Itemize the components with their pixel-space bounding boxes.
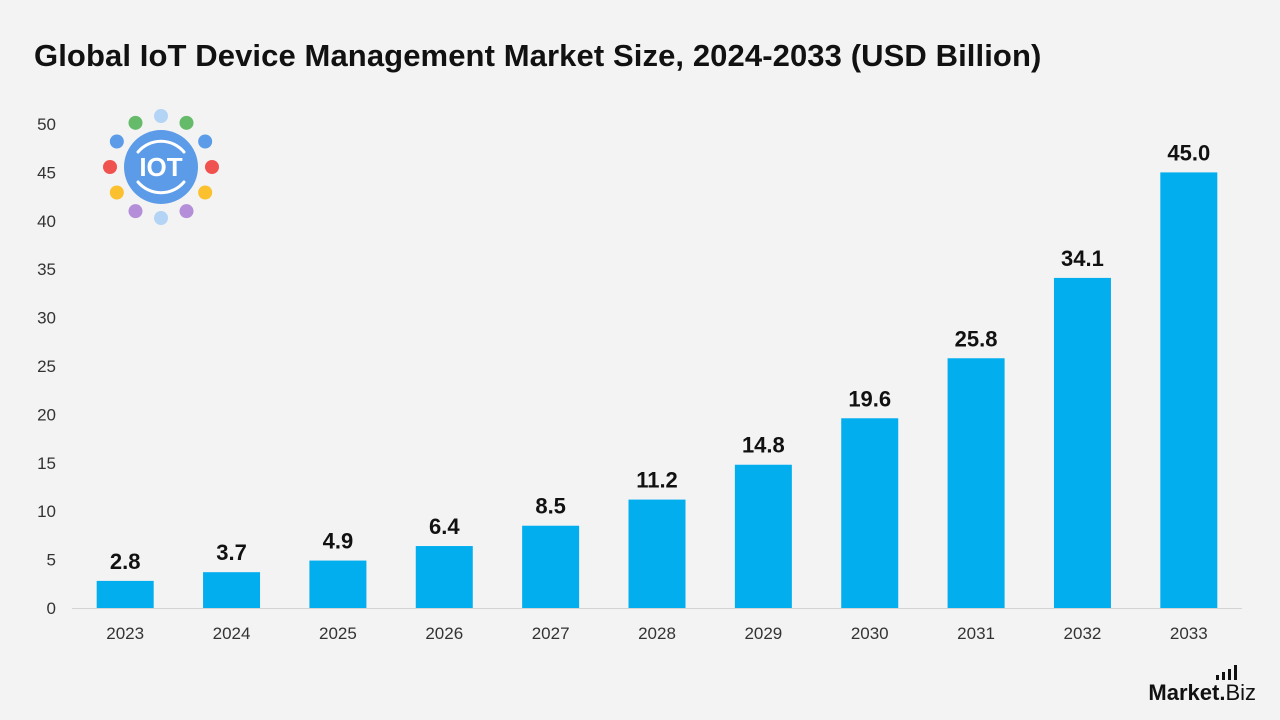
y-tick-label: 15	[37, 454, 56, 473]
data-labels: 2.8 3.7 4.9 6.4 8.5 11.2 14.8 19.6 25.8 34.1 45.0	[110, 140, 1210, 573]
logo-dot	[103, 160, 117, 174]
logo-dot	[198, 185, 213, 200]
logo-text: IOT	[139, 152, 182, 182]
logo-dot	[205, 160, 219, 174]
logo-dot	[109, 134, 124, 149]
brand-logo: Market.Biz	[1148, 680, 1256, 706]
y-tick-label: 25	[37, 357, 56, 376]
brand-dot: .	[1219, 680, 1226, 705]
brand-suffix: Biz	[1225, 680, 1256, 705]
x-tick-label: 2027	[532, 624, 570, 643]
logo-dot	[154, 109, 168, 123]
x-axis: 2023 2024 2025 2026 2027 2028 2029 2030 2031 2032…	[72, 608, 1242, 643]
logo-dot	[179, 115, 194, 130]
data-label: 19.6	[848, 386, 891, 411]
brand-main: Market	[1148, 680, 1220, 705]
bar	[203, 572, 261, 608]
y-tick-label: 20	[37, 405, 56, 424]
data-label: 45.0	[1167, 140, 1210, 165]
x-tick-label: 2031	[957, 624, 995, 643]
y-tick-label: 35	[37, 260, 56, 279]
x-tick-label: 2033	[1170, 624, 1208, 643]
logo-arc-top	[136, 139, 186, 154]
x-tick-label: 2028	[638, 624, 676, 643]
y-tick-label: 30	[37, 309, 56, 328]
data-label: 8.5	[535, 494, 566, 519]
y-tick-label: 40	[37, 212, 56, 231]
x-tick-label: 2023	[106, 624, 144, 643]
x-tick-label: 2029	[744, 624, 782, 643]
iot-logo-icon: IOT	[103, 109, 219, 225]
y-tick-label: 5	[47, 551, 56, 570]
y-tick-label: 10	[37, 502, 56, 521]
bar	[522, 525, 580, 608]
bar	[947, 358, 1005, 608]
data-label: 3.7	[216, 540, 247, 565]
logo-dot	[179, 204, 194, 219]
signal-bars-icon	[1216, 665, 1237, 680]
data-label: 6.4	[429, 514, 460, 539]
logo-dots	[103, 109, 219, 225]
logo-dot	[198, 134, 213, 149]
data-label: 25.8	[955, 326, 998, 351]
bar	[96, 580, 154, 608]
x-tick-label: 2025	[319, 624, 357, 643]
data-label: 2.8	[110, 549, 141, 574]
y-axis: 0 5 10 15 20 25 30 35 40 45 50	[37, 115, 56, 618]
logo-dot	[128, 115, 143, 130]
data-label: 34.1	[1061, 246, 1104, 271]
x-tick-label: 2026	[425, 624, 463, 643]
bars	[96, 172, 1218, 608]
data-label: 11.2	[636, 468, 678, 493]
bar	[1160, 172, 1218, 608]
logo-arc-bottom	[136, 180, 186, 195]
data-label: 4.9	[323, 529, 354, 554]
bar	[415, 546, 473, 608]
bar	[309, 560, 367, 608]
x-tick-label: 2032	[1064, 624, 1102, 643]
bar	[734, 464, 792, 608]
logo-dot	[128, 204, 143, 219]
bar	[628, 499, 686, 608]
y-tick-label: 50	[37, 115, 56, 134]
logo-dot	[154, 211, 168, 225]
y-tick-label: 45	[37, 163, 56, 182]
bar	[1053, 277, 1111, 608]
y-tick-label: 0	[47, 599, 56, 618]
logo-dot	[109, 185, 124, 200]
x-tick-label: 2030	[851, 624, 889, 643]
bar	[841, 418, 899, 608]
x-tick-label: 2024	[213, 624, 251, 643]
chart-title: Global IoT Device Management Market Size…	[34, 38, 1042, 73]
data-label: 14.8	[742, 433, 785, 458]
